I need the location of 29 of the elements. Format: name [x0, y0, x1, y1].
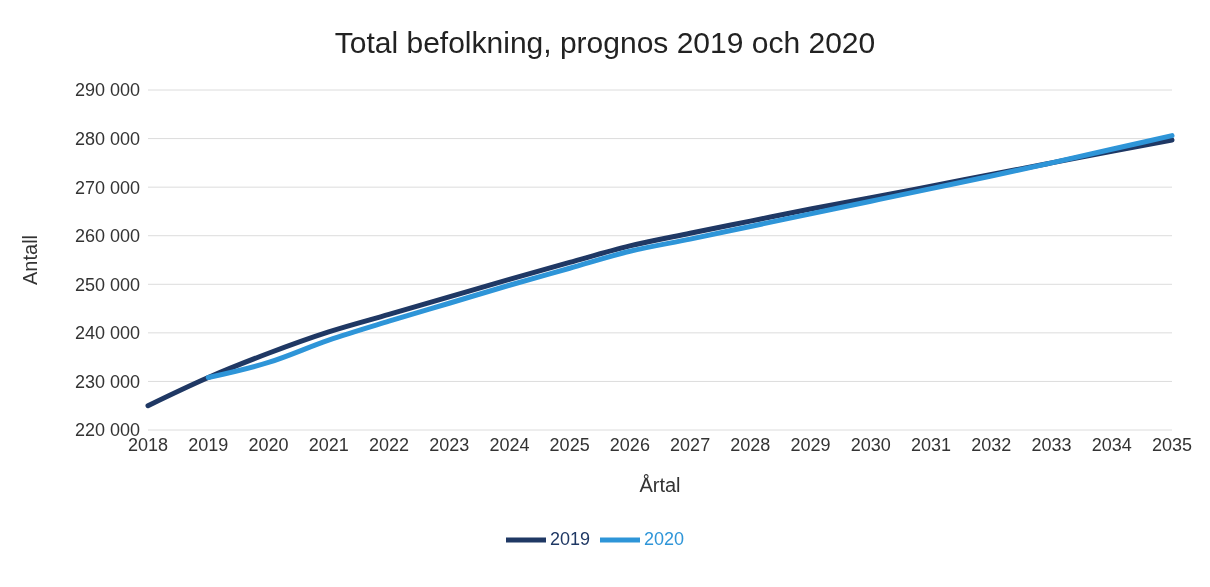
x-tick-label: 2020 — [248, 434, 289, 455]
x-tick-label: 2030 — [850, 434, 891, 455]
legend-label: 2020 — [644, 528, 685, 549]
x-tick-label: 2021 — [308, 434, 349, 455]
x-tick-label: 2024 — [489, 434, 530, 455]
x-tick-label: 2035 — [1151, 434, 1193, 455]
y-tick-label: 270 000 — [74, 177, 140, 198]
x-tick-label: 2032 — [971, 434, 1012, 455]
y-tick-label: 250 000 — [74, 274, 140, 295]
y-tick-label: 240 000 — [74, 323, 140, 344]
x-tick-label: 2025 — [549, 434, 590, 455]
y-axis-title: Antall — [19, 234, 42, 286]
x-tick-label: 2033 — [1031, 434, 1072, 455]
x-tick-label: 2034 — [1091, 434, 1132, 455]
x-tick-label: 2019 — [188, 434, 229, 455]
legend-label: 2019 — [549, 528, 590, 549]
x-tick-label: 2023 — [429, 434, 470, 455]
y-tick-label: 260 000 — [74, 226, 140, 247]
x-tick-label: 2031 — [911, 434, 952, 455]
y-tick-label: 230 000 — [74, 371, 140, 392]
x-tick-label: 2027 — [670, 434, 711, 455]
y-tick-label: 290 000 — [74, 80, 140, 101]
x-tick-label: 2026 — [609, 434, 650, 455]
chart-title: Total befolkning, prognos 2019 och 2020 — [333, 25, 877, 61]
x-tick-label: 2029 — [790, 434, 831, 455]
x-axis-title: Årtal — [639, 474, 681, 496]
y-tick-label: 280 000 — [74, 128, 140, 149]
x-tick-label: 2028 — [730, 434, 771, 455]
x-tick-label: 2022 — [368, 434, 409, 455]
